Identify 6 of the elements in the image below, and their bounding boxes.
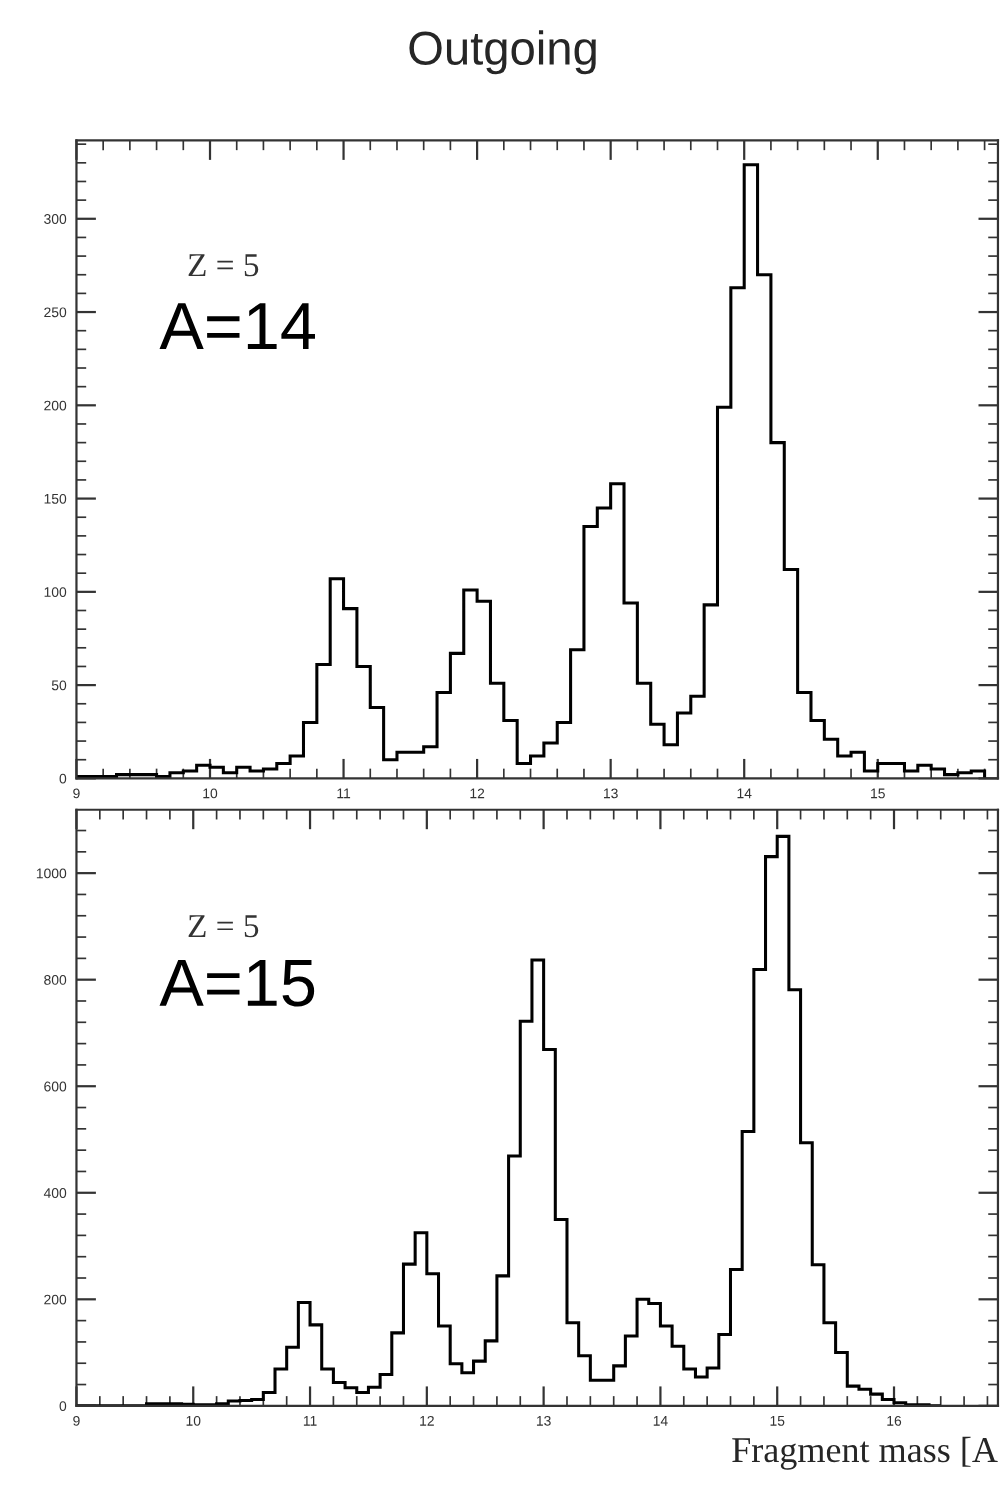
annotation: Z = 5 — [188, 254, 259, 277]
annotation: A=15 — [159, 959, 315, 1007]
annotation: A=14 — [159, 303, 315, 350]
x-axis-title: Fragment mass [A — [732, 1436, 998, 1470]
annotation: Z = 5 — [188, 915, 259, 938]
chart-title: Outgoing — [409, 30, 596, 75]
